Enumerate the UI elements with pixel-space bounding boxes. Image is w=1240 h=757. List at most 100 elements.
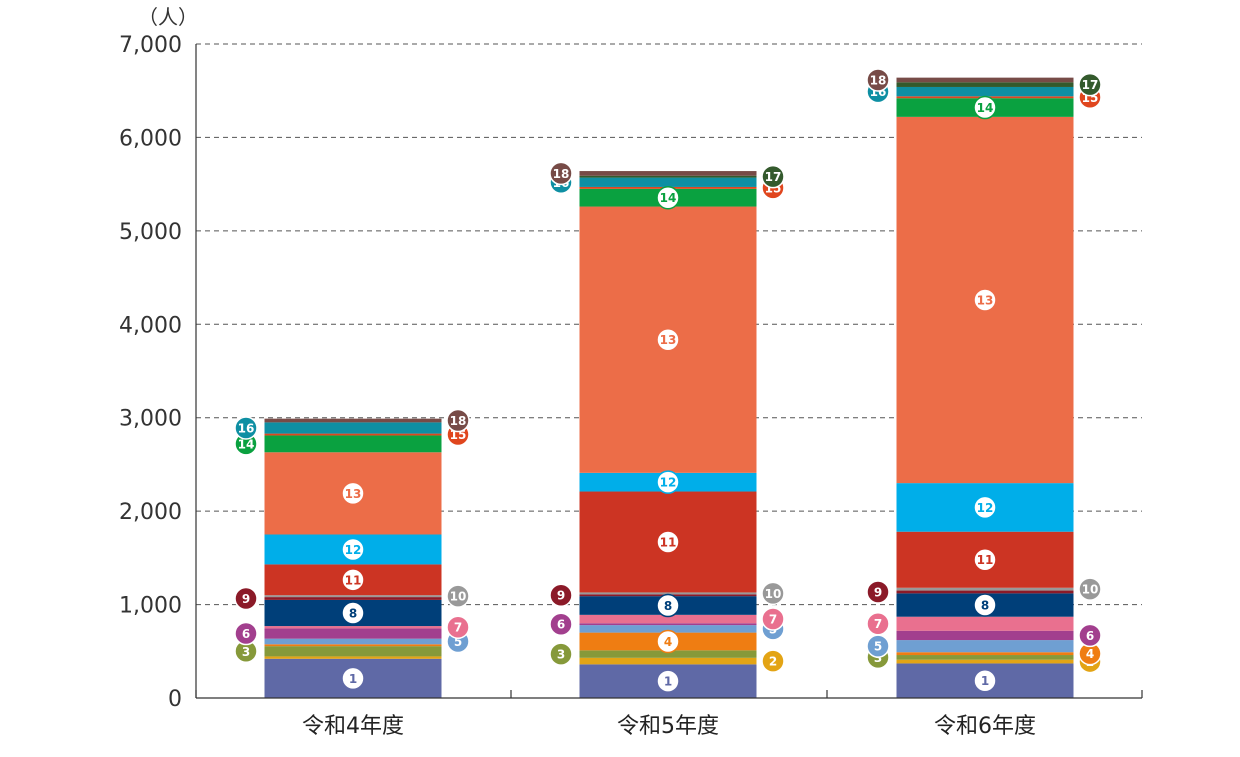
segment-badge: 18	[549, 161, 573, 186]
segment-badge: 13	[341, 481, 365, 506]
segment-badge-number: 8	[349, 606, 357, 620]
category-label: 令和4年度	[302, 714, 404, 739]
bar-segment-10	[264, 595, 442, 598]
segment-badge: 18	[446, 408, 470, 433]
segment-badge-circle	[866, 611, 890, 636]
segment-badge-circle	[1078, 72, 1102, 97]
segment-badge: 2	[761, 649, 785, 673]
segment-badge-circle	[973, 95, 997, 120]
segment-badge-circle	[761, 607, 785, 631]
segment-badge-number: 11	[345, 573, 362, 587]
segment-badges: 1356789101112131415161812345678910111213…	[234, 68, 1102, 693]
bar-segment-5	[579, 625, 757, 633]
segment-badge: 17	[761, 164, 785, 189]
y-tick-label: 5,000	[119, 220, 182, 245]
segment-badge-number: 6	[1086, 629, 1094, 643]
y-tick-label: 2,000	[119, 500, 182, 525]
segment-badge-number: 11	[660, 535, 677, 549]
bar-segment-10	[896, 587, 1074, 591]
segment-badge: 16	[234, 416, 258, 440]
segment-badge: 8	[973, 593, 997, 617]
segment-badge-circle	[656, 669, 680, 693]
segment-badge: 7	[446, 615, 470, 639]
segment-badge-number: 14	[660, 191, 677, 205]
segment-badge: 11	[656, 530, 680, 554]
bar-segment-5	[896, 640, 1074, 653]
segment-badge-circle	[761, 581, 785, 606]
segment-badge-circle	[549, 583, 573, 607]
segment-badge: 14	[973, 95, 997, 120]
segment-badge: 13	[973, 288, 997, 312]
bar-segment-17	[579, 175, 757, 178]
segment-badge: 12	[973, 495, 997, 520]
segment-badge-circle	[973, 288, 997, 312]
segment-badge-number: 15	[450, 428, 467, 442]
category-label: 令和6年度	[934, 714, 1036, 739]
segment-badge-circle	[656, 470, 680, 494]
segment-badge: 1	[341, 666, 365, 691]
y-tick-label: 7,000	[119, 33, 182, 58]
segment-badge: 7	[761, 607, 785, 631]
bar-segment-14	[264, 435, 442, 453]
segment-badge-circle	[446, 615, 470, 639]
segment-badge-number: 13	[977, 293, 994, 307]
segment-badge: 6	[549, 612, 573, 636]
bar-segment-16	[579, 177, 757, 187]
segment-badge-number: 14	[238, 437, 255, 451]
segment-badge-number: 6	[242, 627, 250, 641]
segment-badge-number: 4	[1086, 647, 1094, 661]
segment-badge: 6	[1078, 623, 1102, 648]
segment-badge: 13	[656, 327, 680, 352]
segment-badge-number: 11	[977, 553, 994, 567]
segment-badge-number: 10	[1082, 583, 1099, 597]
segment-badge-number: 1	[664, 675, 672, 689]
bar-segment-18	[896, 77, 1074, 83]
segment-badge-circle	[656, 530, 680, 554]
bar-segment-10	[579, 592, 757, 595]
segment-badge-number: 9	[557, 589, 565, 603]
bar-segment-3	[579, 650, 757, 658]
segment-badge-number: 13	[345, 487, 362, 501]
segment-badge-circle	[341, 537, 365, 562]
bar-segment-6	[579, 623, 757, 626]
bar-segment-16	[264, 422, 442, 434]
bar-segment-15	[264, 433, 442, 436]
segment-badge: 9	[866, 580, 890, 604]
segment-badge-circle	[866, 580, 890, 604]
bar-segment-3	[896, 655, 1074, 660]
segment-badge-number: 12	[660, 476, 677, 490]
segment-badge-circle	[973, 668, 997, 693]
bar-segment-5	[264, 638, 442, 645]
segment-badge-number: 4	[664, 635, 672, 649]
bar-segment-2	[579, 657, 757, 665]
segment-badge-number: 7	[874, 617, 882, 631]
segment-badge-number: 3	[557, 648, 565, 662]
bar-segment-9	[896, 590, 1074, 594]
segment-badge-circle	[341, 666, 365, 691]
bars	[264, 77, 1074, 698]
segment-badge-circle	[341, 481, 365, 506]
segment-badge: 11	[973, 547, 997, 572]
segment-badge: 11	[341, 568, 365, 592]
segment-badge-number: 8	[664, 599, 672, 613]
segment-badge: 14	[656, 185, 680, 210]
segment-badge-number: 16	[238, 421, 255, 435]
y-tick-label: 0	[168, 687, 182, 712]
segment-badge-number: 10	[450, 590, 467, 604]
segment-badge: 17	[1078, 72, 1102, 97]
segment-badge-circle	[973, 593, 997, 617]
y-tick-label: 1,000	[119, 594, 182, 619]
bar-segment-4	[896, 652, 1074, 656]
segment-badge: 10	[761, 581, 785, 606]
segment-badge-circle	[973, 495, 997, 520]
segment-badge: 7	[866, 611, 890, 636]
segment-badge: 8	[656, 593, 680, 618]
segment-badge-circle	[656, 593, 680, 618]
segment-badge-number: 10	[765, 587, 782, 601]
segment-badge-circle	[341, 568, 365, 592]
segment-badge-circle	[761, 164, 785, 189]
segment-badge-circle	[656, 185, 680, 210]
segment-badge: 4	[656, 629, 680, 654]
segment-badge: 10	[1078, 577, 1102, 601]
segment-badge-circle	[234, 621, 258, 646]
